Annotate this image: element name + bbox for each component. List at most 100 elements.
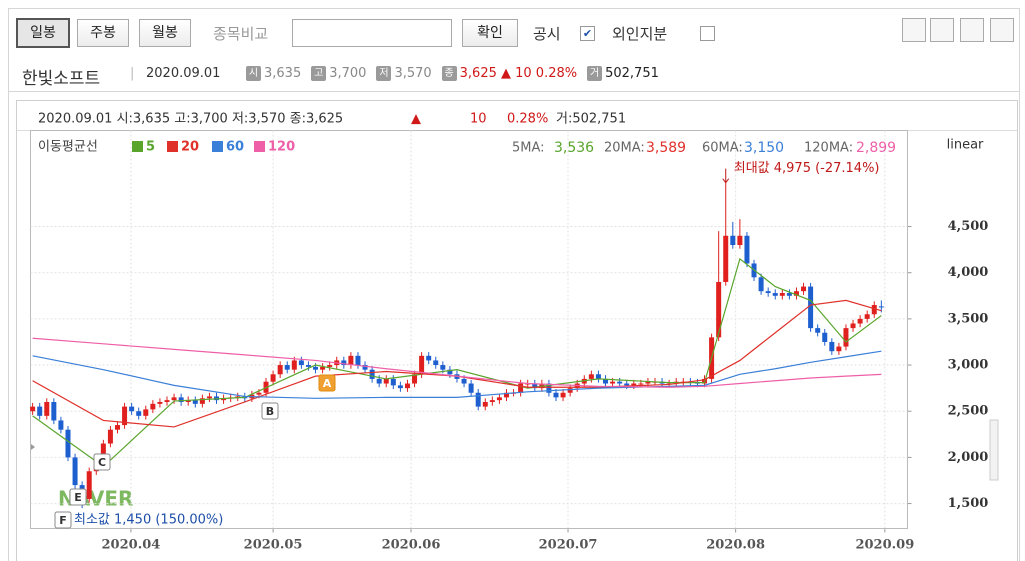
candle-body	[546, 383, 552, 393]
print-icon[interactable]	[990, 18, 1014, 42]
ma-value-label: 60MA:	[702, 141, 743, 156]
candle-body	[376, 378, 382, 384]
x-tick-label: 2020.05	[244, 538, 303, 553]
info-text: 10	[470, 112, 487, 127]
summary-value: 3,625 ▲ 10 0.28%	[459, 66, 578, 81]
legend-swatch	[212, 141, 223, 152]
candle-body	[298, 360, 304, 366]
summary-icon: 저	[376, 66, 392, 81]
summary-date: 2020.09.01	[146, 66, 221, 81]
scale-label[interactable]: linear	[947, 138, 984, 153]
candle-body	[496, 397, 502, 401]
event-marker-label: A	[323, 377, 332, 390]
x-tick-label: 2020.04	[102, 538, 161, 553]
candle-body	[164, 400, 170, 402]
candle-body	[638, 383, 644, 385]
tab-button[interactable]: 주봉	[77, 19, 129, 47]
candle-body	[136, 411, 142, 416]
candle-body	[107, 429, 113, 444]
candle-body	[645, 381, 651, 384]
candle-body	[815, 328, 821, 333]
candle-body	[355, 355, 361, 366]
y-tick-label: 1,500	[948, 496, 989, 511]
legend-swatch	[254, 141, 265, 152]
legend-swatch	[167, 141, 178, 152]
candle-body	[482, 401, 488, 407]
candle-body	[878, 306, 884, 308]
candle-body	[730, 235, 736, 246]
candle-body	[588, 374, 594, 379]
legend-swatch	[132, 141, 143, 152]
disclosure-checkbox[interactable]: ✔	[580, 26, 595, 41]
candle-body	[723, 235, 729, 282]
candle-body	[631, 383, 637, 386]
ma-value: 3,150	[744, 140, 784, 156]
candle-body	[277, 365, 283, 375]
ma-value-label: 5MA:	[512, 141, 545, 156]
candle-body	[850, 323, 856, 329]
candle-body	[369, 369, 375, 379]
candle-body	[129, 406, 135, 412]
candle-body	[595, 374, 601, 379]
ma-line	[32, 257, 882, 468]
candle-body	[779, 293, 785, 296]
candle-body	[291, 360, 297, 370]
tool-icon[interactable]	[960, 18, 984, 42]
summary-value: 3,635	[264, 66, 302, 81]
candle-body	[348, 355, 354, 366]
candle-body	[178, 397, 184, 402]
candle-body	[100, 443, 106, 463]
legend-label: 120	[268, 140, 295, 155]
candle-body	[871, 305, 877, 315]
candle-body	[461, 378, 467, 384]
candle-body	[617, 381, 623, 384]
stock-name: 한빛소프트	[22, 69, 101, 89]
candle-body	[793, 291, 799, 296]
tab-button[interactable]: 일봉	[16, 18, 70, 48]
candle-body	[362, 365, 368, 370]
candle-body	[864, 314, 870, 319]
candle-body	[737, 235, 743, 246]
candle-body	[192, 400, 198, 404]
candle-body	[383, 378, 389, 384]
candle-body	[801, 286, 807, 292]
candle-body	[786, 293, 792, 296]
tool-icon[interactable]	[902, 18, 926, 42]
info-text: 2020.09.01 시:3,635 고:3,700 저:3,570 종:3,6…	[38, 112, 343, 127]
candle-body	[843, 328, 849, 347]
event-marker-label: B	[266, 405, 274, 418]
summary-icon: 종	[441, 66, 457, 81]
confirm-button[interactable]: 확인	[462, 19, 518, 47]
candle-body	[624, 383, 630, 386]
candle-body	[305, 365, 311, 367]
legend-label: 20	[181, 140, 199, 155]
candle-body	[808, 286, 814, 329]
candle-body	[553, 392, 559, 398]
candle-body	[419, 355, 425, 375]
summary-icon: 시	[246, 66, 261, 81]
y-tick-label: 3,000	[948, 358, 989, 373]
candle-body	[518, 383, 524, 393]
candle-body	[206, 396, 212, 399]
max-arrow	[722, 168, 730, 184]
y-tick-label: 2,500	[948, 404, 989, 419]
candle-body	[143, 409, 149, 416]
left-arrow[interactable]	[31, 444, 35, 450]
foreign-checkbox[interactable]	[700, 26, 715, 41]
summary-value: 3,700	[329, 66, 367, 81]
summary-items: 시 3,635 고 3,700 저 3,570 종 3,625 ▲ 10 0.28% 거 502,…	[236, 66, 659, 81]
x-tick-label: 2020.08	[706, 538, 765, 553]
tab-button[interactable]: 월봉	[139, 19, 191, 47]
x-tick-label: 2020.07	[539, 538, 598, 553]
max-label: 최대값 4,975 (-27.14%)	[734, 161, 880, 176]
info-line: 2020.09.01 시:3,635 고:3,700 저:3,570 종:3,6…	[38, 112, 626, 127]
compare-input[interactable]	[292, 19, 452, 47]
scroll-handle[interactable]	[989, 419, 999, 481]
candle-body	[836, 346, 842, 352]
tool-icon[interactable]	[930, 18, 954, 42]
candle-body	[171, 397, 177, 401]
event-marker-label: C	[98, 456, 106, 469]
candle-body	[221, 398, 227, 401]
ma-line	[32, 337, 882, 388]
